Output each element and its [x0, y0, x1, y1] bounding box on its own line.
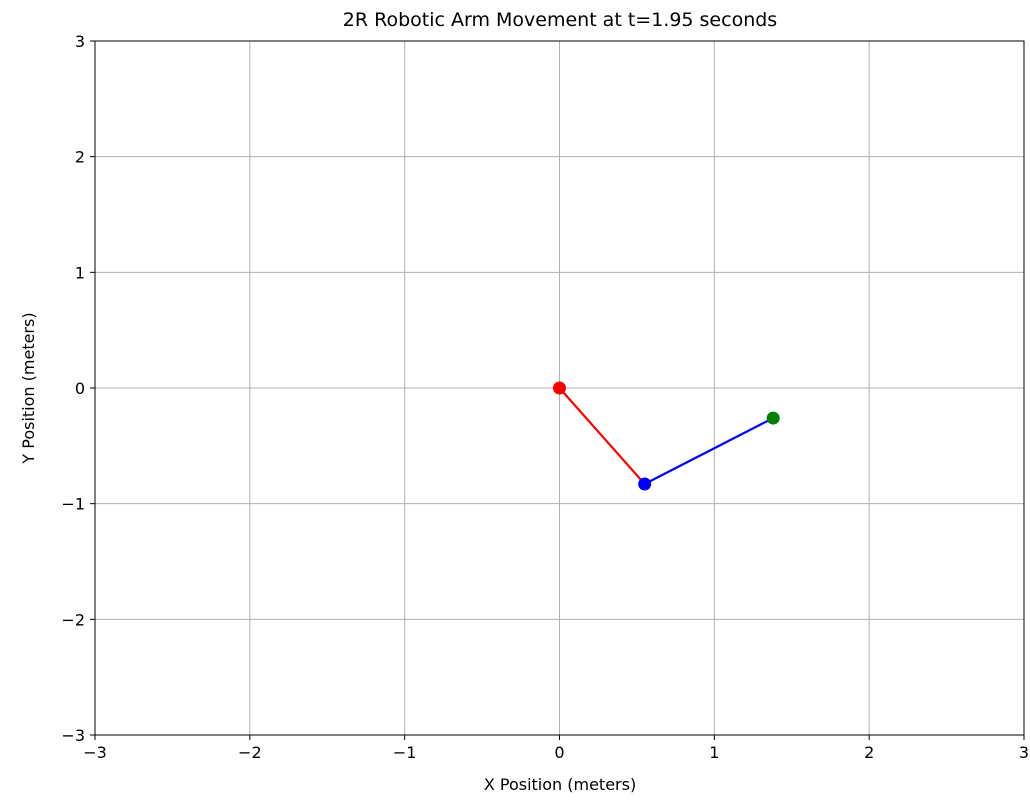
axis-ticks: −3 −2 −1 0 1 2 3 −3 −2 −1 0 1 2 3	[61, 32, 1029, 762]
x-tick-label: 1	[709, 743, 719, 762]
x-tick-label: −1	[393, 743, 417, 762]
end-effector-marker	[766, 411, 780, 425]
y-axis-label: Y Position (meters)	[19, 312, 38, 464]
x-tick-label: −2	[238, 743, 262, 762]
y-tick-label: 1	[75, 263, 85, 282]
y-tick-label: 3	[75, 32, 85, 51]
y-tick-label: 2	[75, 148, 85, 167]
y-tick-label: −1	[61, 495, 85, 514]
chart-title: 2R Robotic Arm Movement at t=1.95 second…	[343, 9, 777, 31]
base-joint-marker	[553, 381, 566, 395]
y-tick-label: −3	[61, 726, 85, 745]
arm-link-1-line	[558, 387, 646, 485]
elbow-joint-marker	[638, 477, 652, 491]
plot-points	[553, 381, 780, 491]
arm-link-2-line	[644, 417, 774, 485]
x-tick-label: 0	[554, 743, 564, 762]
x-tick-label: 2	[864, 743, 874, 762]
x-tick-label: −3	[83, 743, 107, 762]
y-tick-label: −2	[61, 610, 85, 629]
x-axis-label: X Position (meters)	[484, 775, 636, 794]
y-tick-label: 0	[75, 379, 85, 398]
x-tick-label: 3	[1019, 743, 1029, 762]
plot-series	[558, 387, 774, 485]
